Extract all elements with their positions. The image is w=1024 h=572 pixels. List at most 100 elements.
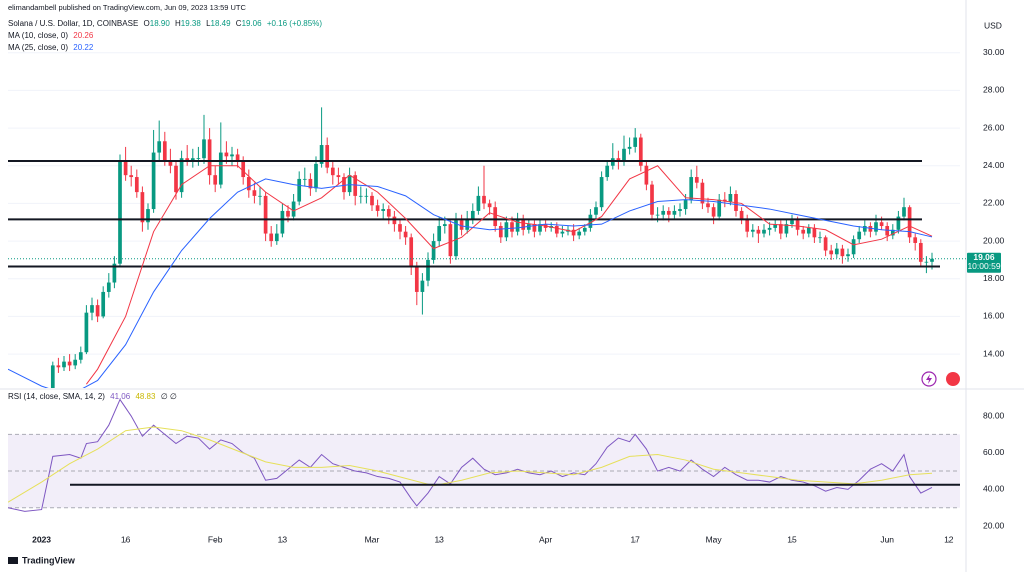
candle-body bbox=[241, 161, 246, 178]
candle-body bbox=[202, 139, 206, 159]
indicator-line bbox=[8, 398, 933, 512]
candle-body bbox=[398, 224, 402, 232]
candle-body bbox=[930, 258, 934, 262]
candle-body bbox=[40, 429, 44, 431]
candle-body bbox=[330, 167, 335, 176]
y-tick-label: 30.00 bbox=[983, 47, 1005, 57]
candle-body bbox=[823, 237, 828, 251]
last-price-box bbox=[967, 252, 1001, 273]
candle-body bbox=[465, 218, 470, 230]
candle-body bbox=[650, 184, 654, 215]
candle-body bbox=[834, 248, 839, 255]
candle-body bbox=[67, 361, 72, 366]
candle-body bbox=[162, 141, 167, 161]
candle-body bbox=[129, 175, 134, 178]
candle-body bbox=[140, 192, 145, 223]
rsi-sma-value: 48.83 bbox=[135, 392, 156, 401]
y-tick-label: 80.00 bbox=[983, 410, 1005, 420]
ma10-legend: MA (10, close, 0) 20.26 bbox=[8, 31, 96, 41]
x-tick-label: 15 bbox=[787, 534, 797, 544]
candle-body bbox=[840, 248, 845, 257]
candle-body bbox=[773, 224, 778, 228]
candle-body bbox=[146, 209, 150, 223]
candle-body bbox=[174, 165, 178, 193]
candle-body bbox=[678, 209, 682, 211]
candle-body bbox=[526, 224, 531, 230]
y-tick-label: 14.00 bbox=[983, 348, 1005, 358]
candle-body bbox=[672, 210, 677, 215]
x-tick-label: 17 bbox=[630, 534, 640, 544]
y-tick-label: 60.00 bbox=[983, 447, 1005, 457]
candle-body bbox=[538, 224, 542, 232]
candle-body bbox=[778, 224, 783, 234]
candle-body bbox=[638, 137, 643, 166]
candle-body bbox=[442, 224, 447, 227]
candle-body bbox=[90, 305, 94, 313]
candle-body bbox=[885, 226, 890, 236]
candle-body bbox=[750, 229, 755, 232]
candle-body bbox=[342, 177, 346, 193]
event-icon-bolt bbox=[926, 374, 932, 384]
candle-body bbox=[633, 137, 638, 147]
flag-icon[interactable] bbox=[946, 372, 960, 386]
countdown-label: 10:00:59 bbox=[967, 261, 1000, 271]
symbol-line: Solana / U.S. Dollar, 1D, COINBASE O18.9… bbox=[8, 19, 325, 29]
candle-body bbox=[448, 224, 453, 257]
candle-body bbox=[386, 209, 391, 217]
candle-body bbox=[879, 222, 884, 227]
candle-body bbox=[190, 158, 195, 161]
candle-body bbox=[459, 220, 464, 230]
candle-body bbox=[134, 177, 139, 193]
candle-body bbox=[784, 224, 789, 234]
y-tick-label: 26.00 bbox=[983, 122, 1005, 132]
y-tick-label: 28.00 bbox=[983, 85, 1005, 95]
candle-body bbox=[487, 203, 492, 208]
candle-body bbox=[314, 163, 318, 189]
candle-body bbox=[857, 231, 862, 240]
candle-body bbox=[846, 254, 850, 257]
candle-body bbox=[874, 222, 878, 232]
candle-body bbox=[280, 210, 285, 234]
candle-body bbox=[269, 233, 274, 242]
candle-body bbox=[571, 229, 576, 236]
candle-body bbox=[84, 312, 89, 353]
candle-body bbox=[605, 165, 610, 178]
candle-body bbox=[532, 224, 537, 232]
candle-body bbox=[381, 209, 386, 211]
candle-body bbox=[218, 152, 223, 185]
candle-body bbox=[907, 207, 912, 238]
candle-body bbox=[106, 282, 111, 292]
candle-body bbox=[230, 154, 234, 157]
candle-body bbox=[112, 263, 117, 283]
candle-body bbox=[700, 182, 705, 204]
candle-body bbox=[683, 199, 688, 210]
candle-body bbox=[73, 359, 78, 366]
candle-body bbox=[95, 305, 100, 317]
candle-body bbox=[151, 152, 156, 210]
candle-body bbox=[795, 220, 800, 230]
candle-body bbox=[689, 177, 694, 200]
candle-body bbox=[661, 210, 666, 215]
candle-body bbox=[235, 154, 240, 162]
candle-body bbox=[728, 194, 733, 202]
x-tick-label: Jun bbox=[880, 534, 894, 544]
candle-body bbox=[818, 237, 822, 239]
candle-body bbox=[258, 195, 262, 197]
indicator-line bbox=[85, 165, 933, 385]
candle-body bbox=[862, 226, 867, 232]
indicator-line bbox=[8, 426, 933, 503]
candle-body bbox=[655, 214, 660, 216]
ma25-legend: MA (25, close, 0) 20.22 bbox=[8, 43, 96, 53]
last-price-label: 19.06 bbox=[973, 252, 995, 262]
candle-body bbox=[426, 259, 430, 281]
ma10-name: MA (10, close, 0) bbox=[8, 31, 69, 40]
candle-body bbox=[644, 165, 649, 185]
ohlc-low: L18.49 bbox=[206, 19, 231, 28]
x-tick-label: Apr bbox=[539, 534, 552, 544]
candle-body bbox=[403, 231, 408, 238]
candle-body bbox=[470, 210, 475, 219]
candle-body bbox=[812, 227, 817, 238]
candle-body bbox=[274, 233, 279, 242]
candle-body bbox=[756, 229, 761, 234]
candle-body bbox=[196, 158, 201, 160]
